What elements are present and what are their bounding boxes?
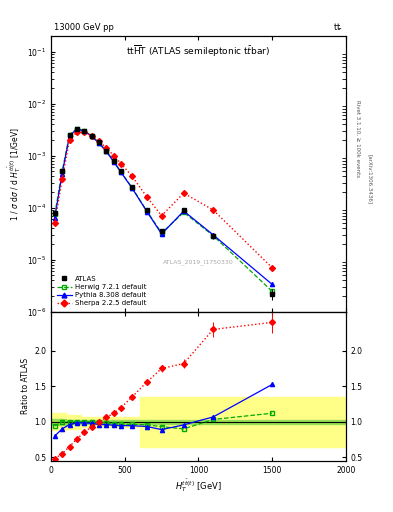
Text: tt$\bar{}$: tt$\bar{}$ (333, 20, 343, 32)
Text: [arXiv:1306.3436]: [arXiv:1306.3436] (367, 154, 373, 204)
Text: 13000 GeV pp: 13000 GeV pp (54, 23, 114, 32)
Legend: ATLAS, Herwig 7.2.1 default, Pythia 8.308 default, Sherpa 2.2.5 default: ATLAS, Herwig 7.2.1 default, Pythia 8.30… (55, 274, 149, 308)
Text: Rivet 3.1.10, ≥ 100k events: Rivet 3.1.10, ≥ 100k events (356, 100, 361, 177)
Text: ATLAS_2019_I1750330: ATLAS_2019_I1750330 (163, 259, 234, 265)
Text: tt$\overline{\mathrm{H}}$T (ATLAS semileptonic t$\bar{t}$bar): tt$\overline{\mathrm{H}}$T (ATLAS semile… (127, 44, 270, 59)
Y-axis label: 1 / $\sigma$ d$\sigma$ / d $H_T^{t\bar{t}(t)}$ [1/GeV]: 1 / $\sigma$ d$\sigma$ / d $H_T^{t\bar{t… (6, 127, 23, 221)
Y-axis label: Ratio to ATLAS: Ratio to ATLAS (21, 358, 30, 414)
X-axis label: $H_T^{t\bar{t}(t)}$ [GeV]: $H_T^{t\bar{t}(t)}$ [GeV] (175, 477, 222, 494)
